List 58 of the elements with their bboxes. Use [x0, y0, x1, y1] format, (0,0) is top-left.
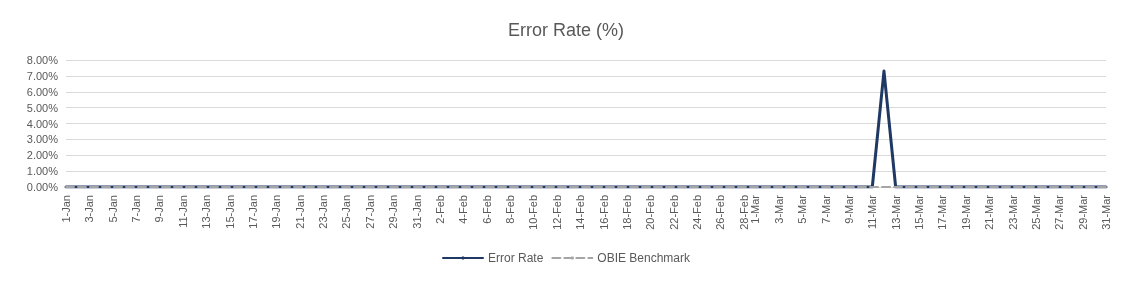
- x-tick-label: 16-Feb: [597, 195, 610, 230]
- x-tick-label: 4-Feb: [457, 195, 470, 224]
- x-tick-label: 24-Feb: [691, 195, 704, 230]
- x-tick-label: 15-Mar: [913, 194, 926, 230]
- x-tick-label: 14-Feb: [574, 195, 587, 230]
- x-tick-label: 9-Jan: [153, 195, 166, 223]
- x-tick-label: 3-Mar: [772, 194, 785, 224]
- x-tick-label: 11-Mar: [866, 194, 879, 230]
- x-tick-label: 15-Jan: [223, 195, 236, 229]
- x-tick-label: 21-Mar: [983, 194, 996, 230]
- y-tick-label: 4.00%: [26, 117, 59, 130]
- x-tick-label: 13-Mar: [889, 194, 902, 230]
- x-tick-label: 11-Jan: [176, 195, 189, 228]
- x-tick-label: 12-Feb: [550, 195, 563, 230]
- x-tick-label: 25-Jan: [340, 195, 353, 229]
- legend-label: OBIE Benchmark: [597, 251, 692, 265]
- x-tick-label: 28-Feb: [737, 195, 750, 230]
- x-tick-label: 19-Jan: [270, 195, 283, 229]
- x-tick-label: 7-Mar: [819, 194, 832, 224]
- y-tick-label: 5.00%: [26, 101, 59, 114]
- x-tick-label: 9-Mar: [842, 194, 855, 224]
- x-tick-label: 18-Feb: [620, 195, 633, 230]
- x-tick-label: 29-Mar: [1076, 194, 1089, 230]
- x-tick-label: 1-Jan: [60, 195, 72, 223]
- y-tick-label: 1.00%: [26, 165, 59, 178]
- y-tick-label: 7.00%: [26, 69, 59, 82]
- y-tick-label: 6.00%: [26, 85, 59, 98]
- x-tick-label: 5-Mar: [796, 194, 809, 224]
- x-tick-label: 6-Feb: [480, 195, 493, 224]
- x-tick-label: 27-Jan: [363, 195, 376, 229]
- y-tick-label: 2.00%: [26, 149, 59, 162]
- x-tick-label: 8-Feb: [504, 195, 517, 224]
- x-tick-label: 31-Mar: [1100, 194, 1112, 230]
- x-tick-label: 17-Jan: [246, 195, 259, 229]
- y-tick-label: 0.00%: [26, 181, 59, 193]
- x-tick-label: 23-Mar: [1006, 194, 1019, 230]
- x-tick-label: 26-Feb: [714, 195, 727, 230]
- x-tick-label: 22-Feb: [667, 195, 680, 230]
- y-tick-label: 8.00%: [26, 54, 59, 66]
- x-tick-label: 27-Mar: [1053, 194, 1066, 230]
- x-tick-label: 20-Feb: [644, 195, 657, 230]
- x-tick-label: 19-Mar: [959, 194, 972, 230]
- chart-title: Error Rate (%): [507, 20, 625, 40]
- x-tick-label: 3-Jan: [83, 195, 96, 223]
- x-tick-label: 5-Jan: [106, 195, 119, 223]
- x-tick-label: 17-Mar: [936, 194, 949, 230]
- x-tick-label: 31-Jan: [410, 195, 423, 229]
- x-tick-label: 13-Jan: [200, 195, 213, 229]
- legend-label: Error Rate: [487, 251, 544, 265]
- y-tick-label: 3.00%: [26, 133, 59, 146]
- x-tick-label: 1-Mar: [749, 194, 762, 224]
- x-tick-label: 29-Jan: [387, 195, 400, 229]
- x-tick-label: 10-Feb: [527, 195, 540, 230]
- x-tick-label: 25-Mar: [1029, 194, 1042, 230]
- x-tick-label: 23-Jan: [317, 195, 330, 229]
- x-tick-label: 7-Jan: [130, 195, 143, 223]
- x-tick-label: 2-Feb: [433, 195, 446, 224]
- x-tick-label: 21-Jan: [293, 195, 306, 229]
